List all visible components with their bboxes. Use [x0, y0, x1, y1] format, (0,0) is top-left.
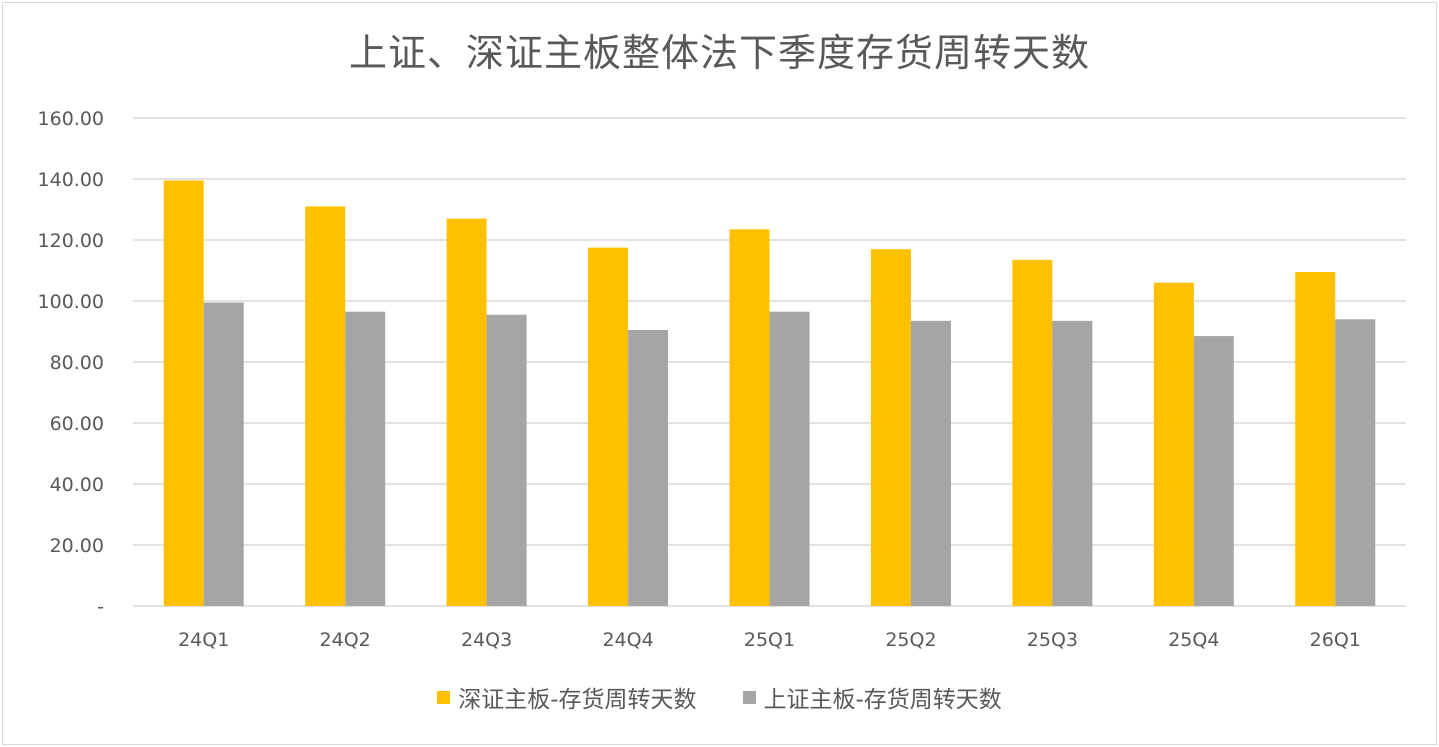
x-tick-label: 24Q1	[178, 629, 229, 651]
bar-shenzhen	[1295, 272, 1336, 606]
x-tick-label: 25Q3	[1027, 629, 1078, 651]
legend-swatch-shenzhen	[437, 690, 451, 704]
x-tick-label: 25Q4	[1168, 629, 1219, 651]
x-tick-label: 24Q2	[320, 629, 371, 651]
y-tick-label: 100.00	[38, 291, 104, 313]
bar-shenzhen	[1012, 259, 1053, 606]
bar-shenzhen	[163, 180, 204, 606]
bar-shanghai	[1193, 336, 1234, 606]
legend-label-shanghai: 上证主板-存货周转天数	[763, 687, 1002, 713]
bar-shanghai	[910, 320, 951, 606]
x-tick-label: 25Q2	[885, 629, 936, 651]
legend-label-shenzhen: 深证主板-存货周转天数	[458, 687, 697, 713]
y-tick-label: 160.00	[38, 108, 104, 130]
bars	[163, 180, 1376, 606]
bar-shanghai	[1335, 319, 1376, 606]
x-axis-ticks: 24Q1 24Q2 24Q3 24Q4 25Q1 25Q2 25Q3 25Q4 26Q1	[178, 629, 1361, 651]
bar-shenzhen	[588, 247, 629, 606]
bar-shenzhen	[446, 218, 487, 606]
y-tick-label: 40.00	[50, 474, 104, 496]
bar-shanghai	[203, 302, 244, 606]
chart-title: 上证、深证主板整体法下季度存货周转天数	[348, 31, 1090, 75]
legend: 深证主板-存货周转天数 上证主板-存货周转天数	[0, 680, 1439, 714]
y-axis-ticks: - 20.00 40.00 60.00 80.00 100.00 120.00 140.00 1…	[38, 108, 104, 618]
bar-shanghai	[1052, 320, 1093, 606]
bar-shanghai	[769, 311, 810, 606]
y-tick-label: 120.00	[38, 230, 104, 252]
y-tick-label: 140.00	[38, 169, 104, 191]
bar-shanghai	[628, 329, 669, 606]
bar-shenzhen	[870, 249, 911, 606]
bar-shanghai	[345, 311, 386, 606]
legend-swatch-shanghai	[742, 690, 756, 704]
x-tick-label: 26Q1	[1310, 629, 1361, 651]
x-tick-label: 24Q4	[602, 629, 653, 651]
legend-item-shenzhen: 深证主板-存货周转天数	[437, 680, 697, 714]
x-tick-label: 25Q1	[744, 629, 795, 651]
y-tick-label: 60.00	[50, 413, 104, 435]
y-tick-label: -	[97, 596, 104, 618]
bar-shenzhen	[729, 229, 770, 606]
y-tick-label: 20.00	[50, 535, 104, 557]
bar-shenzhen	[1153, 282, 1194, 606]
x-tick-label: 24Q3	[461, 629, 512, 651]
bar-shenzhen	[305, 206, 346, 606]
y-tick-label: 80.00	[50, 352, 104, 374]
bar-shanghai	[486, 314, 527, 606]
legend-item-shanghai: 上证主板-存货周转天数	[742, 680, 1002, 714]
